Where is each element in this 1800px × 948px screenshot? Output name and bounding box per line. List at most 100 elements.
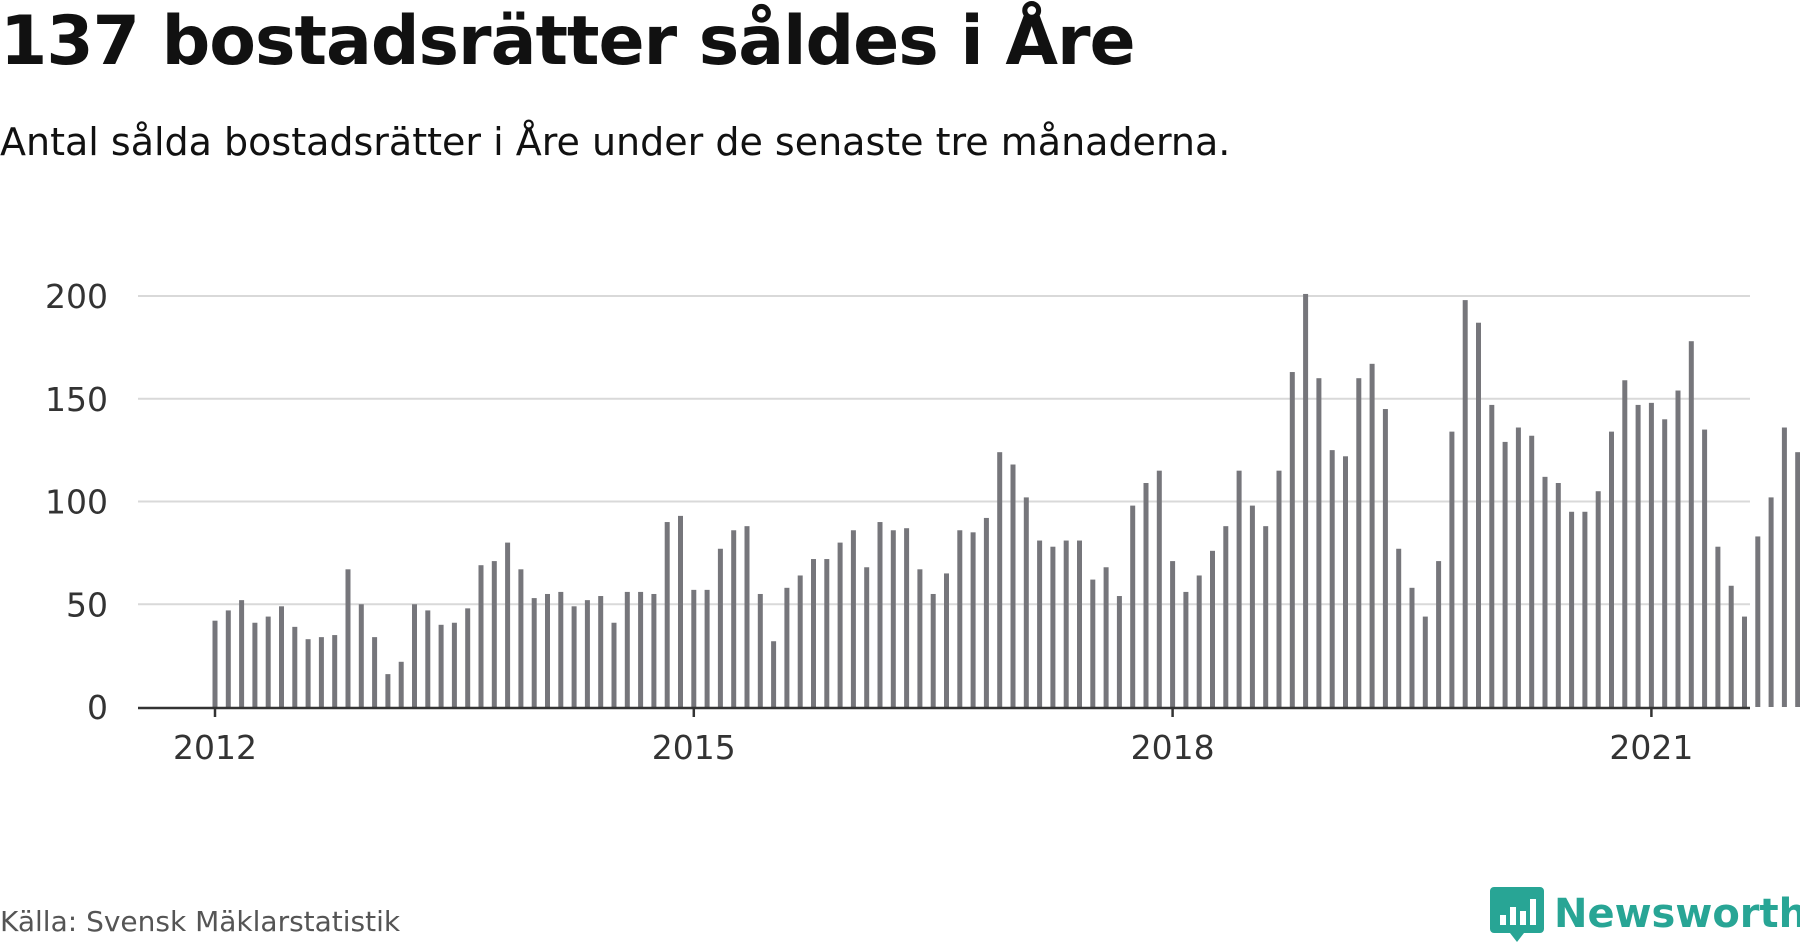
bar [1715,546,1721,707]
bar [1369,363,1375,707]
bar [1688,341,1694,707]
bar [531,598,537,707]
bar [837,542,843,707]
bar [757,593,763,707]
brand-name: Newsworthy [1554,891,1800,937]
bar [1010,464,1016,707]
bar [1728,585,1734,707]
bar [824,559,830,707]
bar [1555,483,1561,707]
bar [1635,404,1641,707]
bar [1077,540,1082,707]
bar [1037,540,1043,707]
x-tick-label: 2018 [1131,728,1215,767]
bar [704,589,710,707]
bar [425,610,431,707]
bar [611,622,617,707]
bar [451,622,457,707]
x-tick-label: 2021 [1609,728,1693,767]
bar [1436,561,1442,707]
bar [638,591,644,707]
bar [1289,372,1295,707]
bar [252,622,258,707]
bar [1702,429,1708,707]
bar [744,526,750,707]
bar [1090,579,1096,707]
bar [1595,491,1601,707]
bar [1023,497,1029,707]
bar [1183,591,1189,707]
bar [1263,526,1269,707]
bar [664,522,670,707]
bar [491,561,497,707]
bar [1502,441,1508,707]
bar [717,548,723,707]
chart-title: 137 bostadsrätter såldes i Åre [0,2,1136,81]
bar [1063,540,1069,707]
bar [1476,322,1481,707]
bar [412,604,417,707]
bar [305,639,311,707]
newsworthy-logo[interactable]: Newsworthy [1490,885,1800,943]
bar [1210,550,1215,707]
bar [944,573,949,707]
bar [1781,427,1787,707]
bar [1462,300,1468,707]
bar [624,591,630,707]
bar [1329,450,1335,707]
y-tick-label: 100 [45,483,108,522]
y-tick-label: 150 [45,380,108,419]
bar [1249,505,1255,707]
bar [598,596,604,707]
bar [478,565,484,707]
bar [465,608,471,707]
bar [279,606,284,707]
bar [239,600,245,707]
bar [731,530,737,707]
bar [1569,511,1575,707]
bar [584,600,590,707]
bar [1542,476,1548,707]
bar [1742,616,1747,707]
bar [1515,427,1521,707]
bar [318,637,324,707]
bar [797,575,803,707]
bar [771,641,777,707]
bar [1582,511,1588,707]
bar [1449,431,1455,707]
bar [678,515,683,707]
bar [358,604,364,707]
bar [1196,575,1202,707]
bar [1382,409,1388,707]
bar [1303,293,1309,707]
bar [877,522,883,707]
bar [1409,587,1415,707]
bar [545,593,550,707]
y-tick-label: 0 [87,688,108,727]
bar [212,620,218,707]
bar [265,616,271,707]
chart-subtitle: Antal sålda bostadsrätter i Åre under de… [0,120,1231,164]
bar [1276,470,1282,707]
bar [1622,380,1628,707]
bar [1648,402,1654,707]
bar [1755,536,1761,707]
bar [1768,497,1774,707]
bar [1343,456,1348,707]
bar [385,674,391,707]
bar [930,593,936,707]
bar [917,569,923,707]
bar [890,530,896,707]
bar [438,624,444,707]
bar [1116,596,1122,707]
bar [1316,378,1322,707]
bar [1795,452,1800,707]
bar [1422,616,1428,707]
bar [1662,419,1668,707]
bar [1489,404,1495,707]
bar [292,626,298,707]
bar [225,610,231,707]
bar [1396,548,1402,707]
bar [1170,561,1176,707]
